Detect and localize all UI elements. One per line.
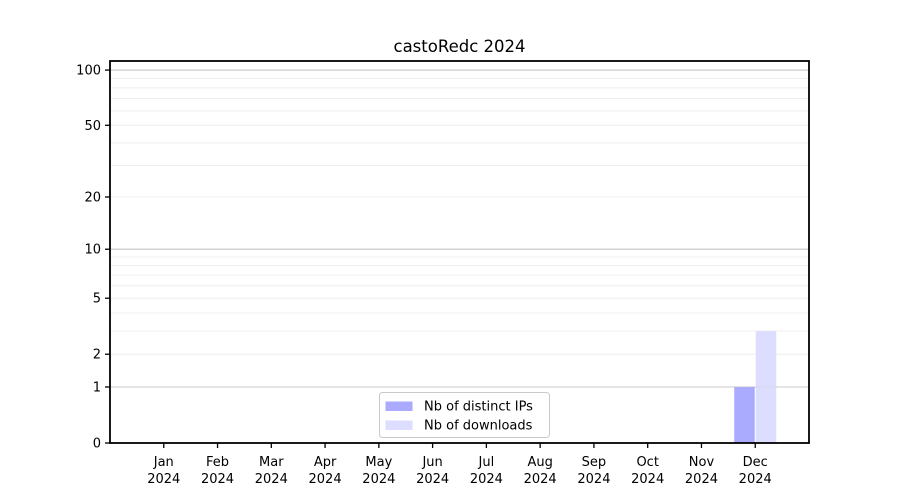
y-tick-label: 10	[84, 243, 101, 258]
x-tick-label-month: Jan	[153, 455, 174, 470]
axes-spines	[109, 60, 810, 444]
x-tick-label-month: Nov	[689, 455, 715, 470]
x-tick-label-year: 2024	[524, 472, 557, 487]
x-tick-label-month: Feb	[206, 455, 229, 470]
y-tick-label: 20	[84, 190, 101, 205]
y-tick-label: 100	[76, 64, 101, 79]
legend-box	[379, 392, 550, 438]
legend-label-downloads: Nb of downloads	[424, 419, 533, 434]
legend-label-distinct-ips: Nb of distinct IPs	[424, 400, 533, 415]
x-tick-label-year: 2024	[201, 472, 234, 487]
x-tick-label-year: 2024	[255, 472, 288, 487]
x-tick-label-month: Jun	[421, 455, 442, 470]
x-tick-label-month: Apr	[314, 455, 337, 470]
legend-swatch-distinct-ips-icon	[385, 401, 413, 411]
x-tick-label-month: May	[365, 455, 392, 470]
legend-swatch-downloads-icon	[385, 420, 413, 430]
x-tick-label-year: 2024	[416, 472, 449, 487]
y-tick-label: 1	[93, 380, 101, 395]
x-tick-label-year: 2024	[739, 472, 772, 487]
x-tick-label-month: Dec	[743, 455, 768, 470]
bar-distinct-ips-dec	[734, 386, 755, 443]
x-tick-label-year: 2024	[685, 472, 718, 487]
x-tick-label-year: 2024	[147, 472, 180, 487]
x-tick-label-month: Sep	[582, 455, 607, 470]
y-tick-label: 50	[84, 119, 101, 134]
x-tick-label-year: 2024	[577, 472, 610, 487]
bar-downloads-dec	[755, 330, 777, 443]
legend: Nb of distinct IPs Nb of downloads	[379, 392, 550, 438]
x-tick-label-month: Oct	[636, 455, 658, 470]
x-tick-label-year: 2024	[470, 472, 503, 487]
x-tick-label-month: Jul	[478, 455, 495, 470]
x-tick-label-year: 2024	[631, 472, 664, 487]
y-tick-label: 5	[93, 292, 101, 307]
y-tick-label: 2	[93, 348, 101, 363]
x-tick-label-month: Aug	[527, 455, 552, 470]
chart-title: castoRedc 2024	[394, 37, 526, 56]
x-tick-label-year: 2024	[362, 472, 395, 487]
x-tick-label-year: 2024	[309, 472, 342, 487]
x-tick-label-month: Mar	[259, 455, 284, 470]
y-tick-label: 0	[93, 437, 101, 452]
plot-area: 0 1 2 5 10 20 50 100 Jan 2024 Feb 2024 Mar 2024 Apr 202…	[76, 60, 810, 487]
